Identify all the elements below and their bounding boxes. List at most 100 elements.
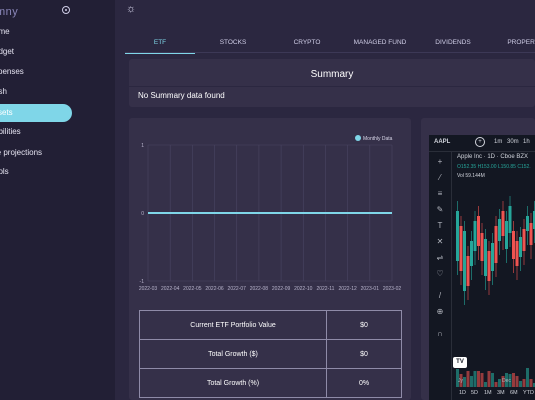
- x-tick-label: 2022-10: [294, 286, 313, 292]
- tv-range-ytd[interactable]: YTD: [523, 390, 534, 396]
- candle-body: [487, 251, 491, 281]
- sidebar-item-home[interactable]: ome: [0, 27, 10, 36]
- candle-body: [491, 243, 494, 271]
- candle-body: [466, 256, 470, 286]
- x-tick-label: 2022-09: [272, 286, 291, 292]
- sidebar: mny ome udget xpenses ash ssets abilitie…: [0, 0, 115, 400]
- sidebar-item-budget[interactable]: udget: [0, 47, 15, 56]
- tab-stocks[interactable]: STOCKS: [219, 39, 247, 46]
- candle-body: [508, 206, 512, 233]
- candle-body: [519, 237, 522, 257]
- tv-volume: Vol 59.144M: [457, 173, 485, 179]
- tv-range-1m[interactable]: 1M: [484, 390, 492, 396]
- volume-bar: [459, 374, 463, 387]
- tv-range-3m[interactable]: 3M: [497, 390, 505, 396]
- forecast-icon[interactable]: ⇌: [436, 253, 444, 262]
- tv-ohlc: O152.35 H153.00 L150.85 C152.: [457, 164, 531, 170]
- tradingview-widget[interactable]: AAPL + 1m 30m 1h + ⁄ ≡ ✎ T ✕ ⇌ ♡ / ⊕ ∩ A…: [429, 135, 535, 400]
- table-cell-label: Current ETF Portfolio Value: [139, 310, 327, 340]
- trend-line-icon[interactable]: ⁄: [439, 173, 441, 182]
- tv-range-1d[interactable]: 1D: [459, 390, 467, 396]
- volume-bar: [491, 373, 494, 387]
- table-cell-value: $0: [326, 310, 402, 340]
- candle-body: [477, 216, 480, 246]
- ruler-icon[interactable]: /: [438, 291, 442, 300]
- tv-interval-30m[interactable]: 30m: [507, 139, 519, 145]
- portfolio-summary-table: Current ETF Portfolio Value $0 Total Gro…: [139, 310, 402, 398]
- pattern-icon[interactable]: ✕: [436, 237, 444, 246]
- volume-bar: [498, 379, 501, 387]
- volume-bar: [487, 371, 491, 387]
- heart-icon[interactable]: ♡: [436, 269, 444, 278]
- brand-indicator-icon[interactable]: [62, 6, 70, 14]
- volume-bar: [494, 382, 498, 387]
- tab-etf[interactable]: ETF: [125, 36, 195, 54]
- add-symbol-icon[interactable]: +: [475, 137, 485, 147]
- x-tick-label: 2022-11: [316, 286, 334, 292]
- candle-body: [515, 241, 519, 266]
- sidebar-item-expenses[interactable]: xpenses: [0, 67, 24, 76]
- brand-logo: mny: [0, 6, 19, 18]
- magnet-icon[interactable]: ∩: [437, 329, 443, 338]
- candle-body: [533, 211, 535, 229]
- volume-bar: [529, 379, 533, 387]
- volume-bar: [515, 376, 519, 387]
- candle-body: [480, 233, 484, 261]
- volume-bar: [470, 376, 473, 387]
- candle-body: [501, 211, 505, 236]
- x-tick-label: 2022-08: [250, 286, 269, 292]
- fib-icon[interactable]: ≡: [437, 189, 443, 198]
- candle-body: [470, 241, 473, 266]
- tabs-divider: [125, 52, 535, 53]
- summary-divider: [129, 86, 535, 87]
- summary-message: No Summary data found: [138, 91, 225, 100]
- candle-body: [456, 211, 459, 261]
- sidebar-item-cash[interactable]: ash: [0, 87, 7, 96]
- candle-body: [526, 216, 529, 231]
- tv-interval-1h[interactable]: 1h: [523, 139, 530, 145]
- tv-interval-1m[interactable]: 1m: [494, 139, 503, 145]
- volume-bar: [519, 381, 522, 387]
- volume-bar: [512, 373, 515, 387]
- crosshair-icon[interactable]: +: [437, 157, 443, 166]
- x-tick-label: 2022-06: [205, 286, 224, 292]
- y-tick-label: -1: [140, 279, 145, 285]
- y-tick-label: 0: [141, 211, 144, 217]
- brush-icon[interactable]: ✎: [436, 205, 444, 214]
- asset-tabs: ETF STOCKS CRYPTO MANAGED FUND DIVIDENDS…: [125, 36, 535, 54]
- candlestick-chart[interactable]: [452, 151, 535, 400]
- x-tick-label: 2023-02: [383, 286, 402, 292]
- candle-body: [505, 221, 508, 249]
- volume-bar: [501, 376, 505, 387]
- summary-title: Summary: [310, 69, 354, 80]
- candle-body: [484, 239, 487, 276]
- volume-bar: [533, 383, 535, 387]
- tv-range-bar: Jy Dec 1D 5D 1M 3M 6M YTD: [452, 378, 535, 400]
- tv-axis-label: Dec: [502, 378, 511, 384]
- text-icon[interactable]: T: [437, 221, 443, 230]
- tv-range-6m[interactable]: 6M: [510, 390, 518, 396]
- legend-label: Monthly Data: [363, 136, 393, 142]
- tab-crypto[interactable]: CRYPTO: [293, 39, 321, 46]
- x-tick-label: 2023-01: [361, 286, 380, 292]
- settings-gear-icon[interactable]: ☼: [126, 3, 137, 15]
- sidebar-item-liabilities[interactable]: abilities: [0, 127, 21, 136]
- x-tick-label: 2022-05: [183, 286, 202, 292]
- sidebar-item-projections[interactable]: re projections: [0, 148, 43, 157]
- candle-body: [473, 221, 477, 251]
- tab-dividends[interactable]: DIVIDENDS: [435, 39, 471, 46]
- zoom-icon[interactable]: ⊕: [436, 307, 444, 316]
- candle-body: [463, 231, 466, 291]
- volume-bar: [456, 369, 459, 387]
- volume-bar: [522, 379, 526, 387]
- tab-managed-fund[interactable]: MANAGED FUND: [353, 39, 407, 46]
- volume-bar: [477, 371, 480, 387]
- tab-property[interactable]: PROPERT: [507, 39, 535, 46]
- sidebar-item-assets[interactable]: ssets: [0, 104, 72, 122]
- tv-symbol[interactable]: AAPL: [434, 139, 451, 145]
- sidebar-item-tools[interactable]: ools: [0, 167, 9, 176]
- x-tick-label: 2022-03: [139, 286, 158, 292]
- tv-range-5d[interactable]: 5D: [471, 390, 479, 396]
- tv-drawing-tools: + ⁄ ≡ ✎ T ✕ ⇌ ♡ / ⊕ ∩: [429, 151, 452, 400]
